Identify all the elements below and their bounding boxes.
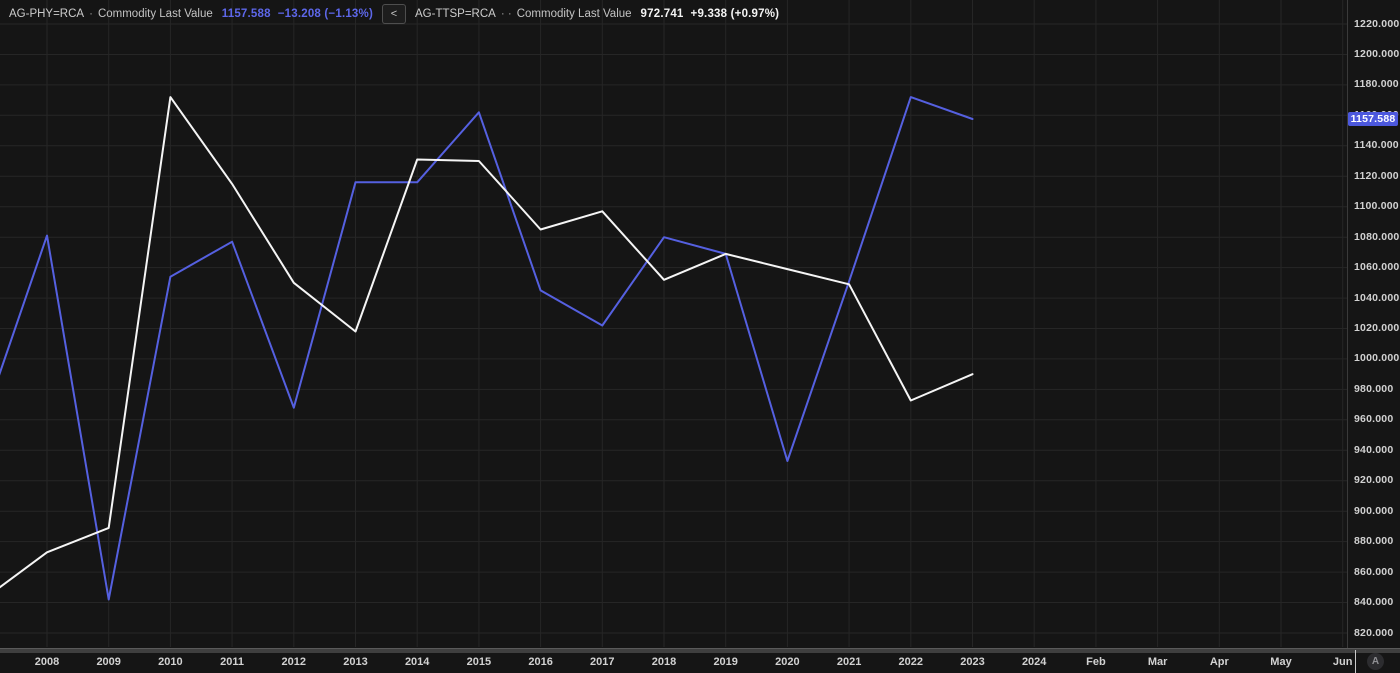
series-line-2[interactable] (0, 96, 974, 598)
price-axis-label: 960.000 (1354, 413, 1394, 426)
price-axis-label: 1080.000 (1354, 230, 1400, 243)
time-axis-scrollbar[interactable] (0, 648, 1400, 653)
price-axis-label: 920.000 (1354, 474, 1394, 487)
series-1-name: AG-PHY=RCA (9, 8, 85, 20)
price-axis-label: 900.000 (1354, 504, 1394, 517)
time-axis-label: 2020 (775, 656, 800, 668)
series-2-last-value: 972.741 (640, 8, 684, 20)
time-axis-label: 2014 (404, 656, 430, 668)
time-axis-label: 2015 (466, 656, 492, 668)
series-1-change: −13.208 (−1.13%) (277, 8, 373, 20)
price-axis-label: 1180.000 (1354, 78, 1399, 91)
price-axis-label: 820.000 (1354, 626, 1394, 639)
time-axis-label: 2012 (281, 656, 307, 668)
time-axis-label: 2022 (898, 656, 924, 668)
plot-background (0, 0, 1347, 647)
time-axis-label: Jun (1332, 656, 1353, 668)
price-axis-label: 980.000 (1354, 382, 1394, 395)
time-axis[interactable]: 2008 2009 2010 2011 2012 2013 2014 2015 2016 2017… (0, 653, 1400, 673)
time-axis-label: 2011 (220, 656, 245, 668)
legend-item-1[interactable]: AG-PHY=RCA · Commodity Last Value 1157.588−… (9, 8, 373, 20)
price-axis-label: 1040.000 (1354, 291, 1400, 304)
time-axis-label: 2013 (343, 656, 368, 668)
legend-collapse-button[interactable]: < (382, 4, 406, 24)
time-axis-label: 2018 (651, 656, 677, 668)
price-axis-label: 1220.000 (1354, 17, 1400, 30)
axis-edge-line (1355, 650, 1356, 673)
time-axis-label: May (1270, 656, 1292, 668)
series-1-separator: · (89, 8, 93, 20)
price-axis-label: 880.000 (1354, 535, 1394, 548)
last-price-badge: 1157.588 (1348, 112, 1398, 127)
price-axis-label: 1140.000 (1354, 139, 1399, 152)
series-2-name: AG-TTSP=RCA (415, 8, 496, 20)
time-axis-label: 2010 (158, 656, 183, 668)
chart-plot-area[interactable] (0, 0, 1347, 647)
series-2-separator: · · (500, 8, 512, 20)
price-axis-label: 860.000 (1354, 565, 1394, 578)
series-2-metric: Commodity Last Value (516, 8, 632, 20)
price-axis-label: 1200.000 (1354, 47, 1400, 60)
time-axis-label: 2024 (1021, 656, 1047, 668)
time-axis-label: 2009 (96, 656, 121, 668)
time-axis-label: 2023 (960, 656, 985, 668)
time-axis-label: 2019 (713, 656, 738, 668)
time-axis-label: 2017 (590, 656, 615, 668)
price-axis-label: 1000.000 (1354, 352, 1400, 365)
series-1-last-value: 1157.588 (221, 8, 271, 20)
price-axis-label: 1120.000 (1354, 169, 1399, 182)
time-axis-label: Feb (1086, 656, 1106, 668)
series-2-change: +9.338 (+0.97%) (690, 8, 780, 20)
auto-scale-button[interactable]: A (1367, 653, 1384, 670)
price-axis-label: 940.000 (1354, 443, 1394, 456)
price-axis-label: 1020.000 (1354, 322, 1400, 334)
time-axis-label: 2021 (836, 656, 862, 668)
time-axis-label: 2016 (528, 656, 553, 668)
price-axis-label: 840.000 (1354, 596, 1394, 609)
time-axis-label: 2008 (34, 656, 60, 668)
series-1-metric: Commodity Last Value (97, 8, 213, 20)
price-axis-label: 1060.000 (1354, 261, 1400, 274)
series-line-1[interactable] (0, 96, 974, 601)
chart-canvas[interactable] (0, 0, 1347, 647)
price-axis-label: 1100.000 (1354, 200, 1399, 213)
chevron-left-icon: < (390, 7, 398, 20)
price-axis[interactable]: 1220.0001200.0001180.0001160.0001140.000… (1347, 0, 1400, 648)
time-axis-label: Apr (1209, 656, 1229, 668)
time-axis-label: Mar (1147, 656, 1168, 668)
legend-bar: AG-PHY=RCA · Commodity Last Value 1157.588−… (0, 0, 779, 28)
legend-item-2[interactable]: AG-TTSP=RCA · · Commodity Last Value 972.74… (415, 8, 779, 20)
